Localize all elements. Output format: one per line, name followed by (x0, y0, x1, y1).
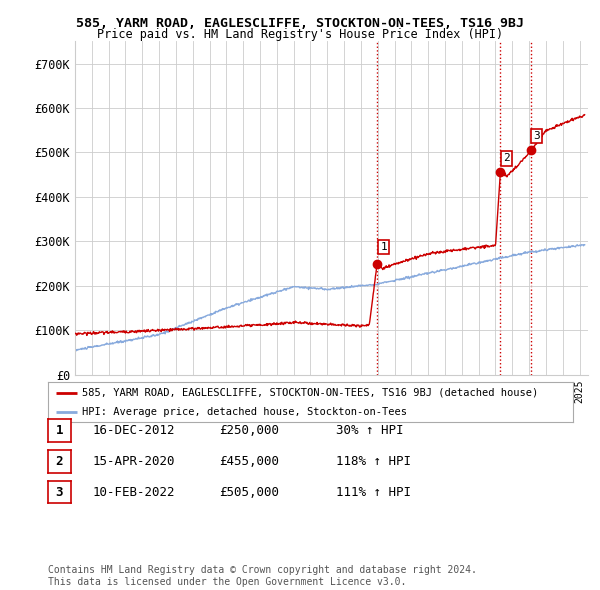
Text: Contains HM Land Registry data © Crown copyright and database right 2024.
This d: Contains HM Land Registry data © Crown c… (48, 565, 477, 587)
Text: 2: 2 (503, 153, 509, 163)
Text: Price paid vs. HM Land Registry's House Price Index (HPI): Price paid vs. HM Land Registry's House … (97, 28, 503, 41)
Text: 10-FEB-2022: 10-FEB-2022 (93, 486, 176, 499)
Text: 16-DEC-2012: 16-DEC-2012 (93, 424, 176, 437)
Text: 1: 1 (56, 424, 63, 437)
Text: 585, YARM ROAD, EAGLESCLIFFE, STOCKTON-ON-TEES, TS16 9BJ: 585, YARM ROAD, EAGLESCLIFFE, STOCKTON-O… (76, 17, 524, 30)
Text: 111% ↑ HPI: 111% ↑ HPI (336, 486, 411, 499)
Text: 3: 3 (533, 131, 540, 141)
Text: 2: 2 (56, 455, 63, 468)
Text: £455,000: £455,000 (219, 455, 279, 468)
Text: £505,000: £505,000 (219, 486, 279, 499)
Text: 1: 1 (380, 242, 387, 252)
Text: 3: 3 (56, 486, 63, 499)
Text: 585, YARM ROAD, EAGLESCLIFFE, STOCKTON-ON-TEES, TS16 9BJ (detached house): 585, YARM ROAD, EAGLESCLIFFE, STOCKTON-O… (82, 388, 538, 398)
Text: 118% ↑ HPI: 118% ↑ HPI (336, 455, 411, 468)
Text: 15-APR-2020: 15-APR-2020 (93, 455, 176, 468)
Text: HPI: Average price, detached house, Stockton-on-Tees: HPI: Average price, detached house, Stoc… (82, 407, 407, 417)
Text: 30% ↑ HPI: 30% ↑ HPI (336, 424, 404, 437)
Text: £250,000: £250,000 (219, 424, 279, 437)
